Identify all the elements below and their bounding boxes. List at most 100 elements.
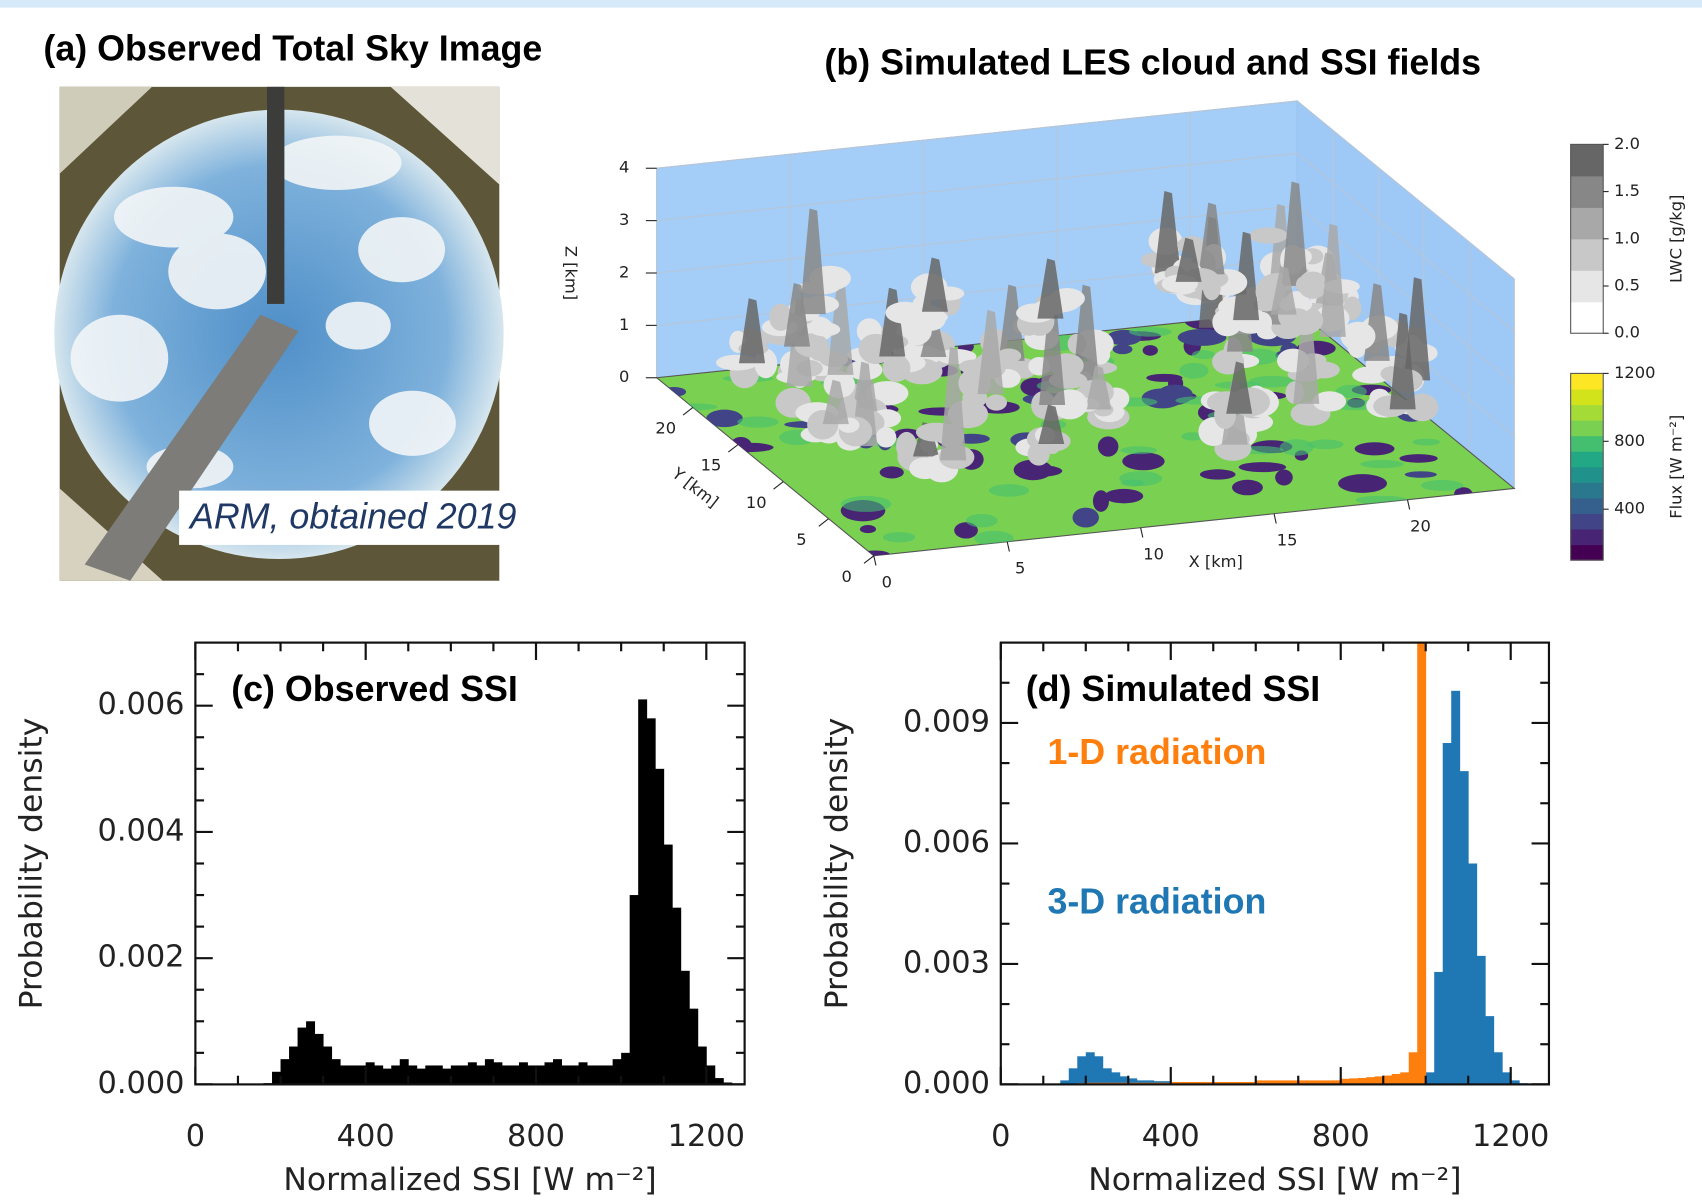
colorbar-tick-label: 1200 (1614, 363, 1655, 382)
x-tick (1141, 528, 1143, 538)
field-texture (989, 484, 1029, 497)
x-tick-label: 400 (1142, 1119, 1200, 1154)
cloud (1249, 227, 1287, 243)
x-tick-label: 0 (882, 572, 892, 591)
photo-cloud (369, 391, 456, 456)
photo-cloud (168, 233, 266, 309)
colorbar-swatch (1571, 529, 1604, 545)
y-tick (774, 482, 784, 490)
histogram-bar (1485, 1016, 1494, 1084)
histogram-bar (672, 908, 681, 1085)
histogram-bar (366, 1062, 375, 1084)
cloud-shadow (1338, 474, 1387, 493)
cloud (1028, 443, 1050, 466)
photo-caption: ARM, obtained 2019 (188, 496, 517, 536)
field-texture (966, 514, 998, 527)
z-tick-label: 1 (619, 315, 629, 334)
field-texture (1119, 471, 1162, 486)
x-tick (874, 556, 876, 566)
y-tick-label: 0.000 (903, 1066, 990, 1101)
cloud (883, 355, 911, 382)
colorbar-tick-label: 2.0 (1614, 134, 1640, 153)
histogram-bar (1392, 1074, 1401, 1084)
cloud-shadow (1122, 452, 1164, 470)
cloud (911, 310, 948, 324)
cloud-shadow (1239, 462, 1286, 472)
cloud (810, 322, 840, 336)
y-tick-label: 0.006 (98, 687, 185, 722)
histogram-bar (519, 1062, 528, 1084)
bars (264, 699, 733, 1084)
histogram-bar (1494, 1052, 1503, 1084)
histogram-bar (596, 1065, 605, 1084)
histogram-bar (553, 1059, 562, 1084)
y-tick-label: 0 (841, 567, 851, 586)
colorbar-swatch (1571, 389, 1604, 405)
y-tick-label: 0.002 (98, 940, 185, 975)
histogram-bar (425, 1065, 434, 1084)
colorbar-swatch (1571, 302, 1604, 334)
y-tick-label: 20 (655, 419, 676, 438)
z-tick-label: 3 (619, 210, 629, 229)
histogram-bar (545, 1062, 554, 1084)
y-tick-label: 0.006 (903, 825, 990, 860)
cloud-shadow (861, 550, 890, 558)
x-tick (1274, 514, 1276, 524)
histogram-bar (383, 1069, 392, 1085)
cloud-shadow (860, 525, 876, 533)
histogram-bar (502, 1065, 511, 1084)
top-border (0, 0, 1702, 8)
panel-title: (c) Observed SSI (231, 669, 518, 709)
legend-label: 3-D radiation (1047, 882, 1266, 922)
photo-arm (267, 87, 284, 304)
cloud-shadow (662, 387, 686, 397)
x-tick-label: 0 (991, 1119, 1010, 1154)
histogram-bar (604, 1065, 613, 1084)
photo-cloud (71, 315, 169, 402)
histogram-bar (621, 1053, 630, 1085)
figure: ARM, obtained 2019 (a) Observed Total Sk… (0, 0, 1702, 1200)
cloud (1341, 322, 1376, 351)
x-tick-label: 1200 (668, 1119, 745, 1154)
colorbar-swatch (1571, 451, 1604, 467)
histogram-bar (1409, 1052, 1418, 1084)
z-tick-label: 2 (619, 262, 629, 281)
cloud-shadow (1098, 436, 1119, 456)
colorbar-swatch (1571, 373, 1604, 389)
histogram-bar (1400, 1072, 1409, 1084)
histogram-bar (1460, 771, 1469, 1084)
y-tick (819, 519, 829, 527)
legend-label: 1-D radiation (1047, 732, 1266, 772)
x-axis-label: Normalized SSI [W m⁻²] (283, 1162, 656, 1198)
field-texture (1129, 327, 1172, 337)
histogram-bar (408, 1065, 417, 1084)
colorbar-label: Flux [W m⁻²] (1667, 415, 1686, 519)
histogram-bar (536, 1065, 545, 1084)
cloud-shadow (1275, 469, 1293, 485)
histogram-bar (1426, 1072, 1435, 1084)
x-tick-label: 800 (507, 1119, 565, 1154)
cloud-shadow (1399, 454, 1437, 463)
cloud-shadow (880, 466, 904, 478)
colorbar-swatch (1571, 405, 1604, 421)
histogram-bar (1477, 956, 1486, 1085)
z-tick-label: 0 (619, 367, 629, 386)
y-tick-label: 0.000 (98, 1066, 185, 1101)
histogram-bar (681, 971, 690, 1085)
y-tick-label: 5 (796, 530, 806, 549)
y-axis-label: Probability density (14, 718, 50, 1010)
field-texture (1360, 460, 1404, 468)
field-texture (883, 532, 915, 542)
histogram-bar (323, 1047, 332, 1085)
x-tick-label: 10 (1143, 544, 1164, 563)
colorbar-swatch (1571, 513, 1604, 529)
histogram-bar (391, 1065, 400, 1084)
plot-3d (657, 101, 1515, 558)
histogram-bar (1443, 743, 1452, 1084)
histogram-bar (1103, 1068, 1112, 1084)
colorbar-label: LWC [g/kg] (1667, 195, 1686, 283)
histogram-bar (374, 1065, 383, 1084)
histogram-bar (332, 1059, 341, 1084)
x-tick-label: 400 (337, 1119, 395, 1154)
x-tick-label: 15 (1277, 530, 1298, 549)
